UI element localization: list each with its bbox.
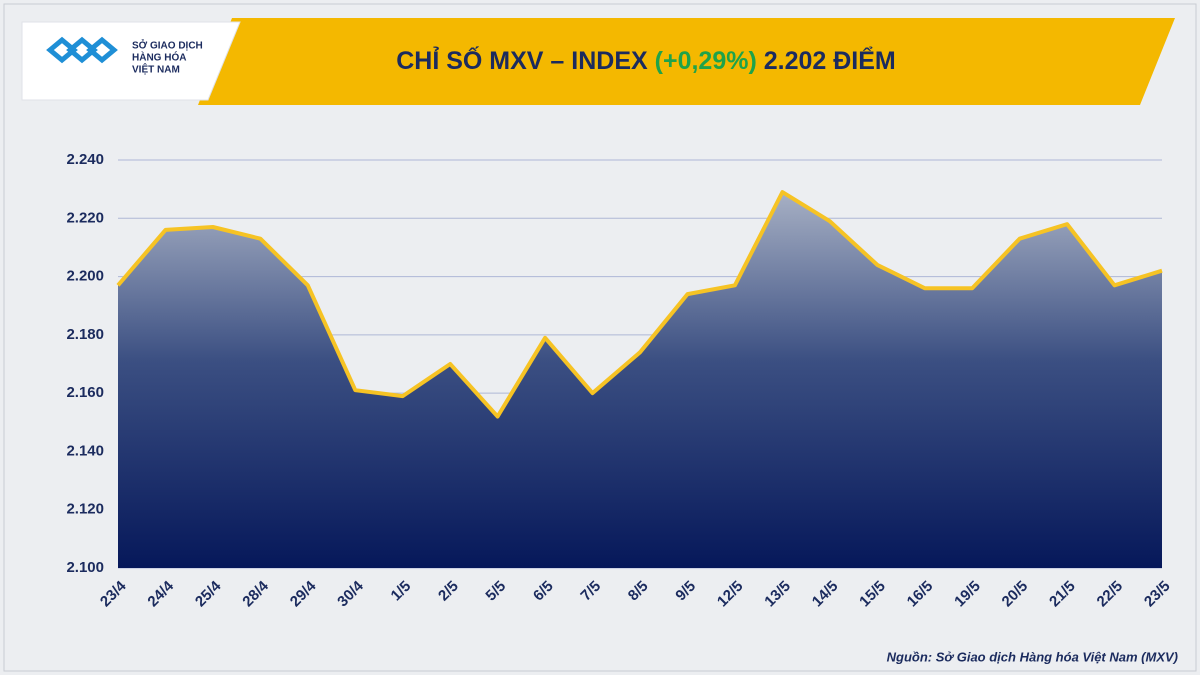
y-tick-label: 2.180 — [66, 326, 104, 343]
title-banner — [198, 18, 1175, 105]
logo-text: HÀNG HÓA — [132, 51, 186, 64]
y-tick-label: 2.200 — [66, 268, 104, 285]
line — [116, 190, 1163, 419]
y-tick-label: 2.220 — [66, 209, 104, 226]
logo-text: SỞ GIAO DỊCH — [132, 39, 203, 52]
y-tick-label: 2.100 — [66, 559, 104, 576]
chart-title: CHỈ SỐ MXV – INDEX (+0,29%) 2.202 ĐIỂM — [396, 45, 896, 75]
logo-text: VIỆT NAM — [132, 63, 180, 76]
y-tick-label: 2.140 — [66, 442, 104, 459]
title-change: (+0,29%) — [655, 47, 757, 75]
y-tick-label: 2.120 — [66, 501, 104, 518]
y-tick-label: 2.240 — [66, 151, 104, 168]
logo-mark — [46, 36, 118, 64]
y-tick-label: 2.160 — [66, 384, 104, 401]
title-text: CHỈ SỐ MXV – INDEX — [396, 45, 648, 75]
area — [118, 192, 1162, 568]
source-note: Nguồn: Sở Giao dịch Hàng hóa Việt Nam (M… — [887, 649, 1178, 664]
frame — [3, 3, 1197, 672]
title-value: 2.202 ĐIỂM — [764, 46, 896, 75]
logo-box — [21, 21, 241, 101]
